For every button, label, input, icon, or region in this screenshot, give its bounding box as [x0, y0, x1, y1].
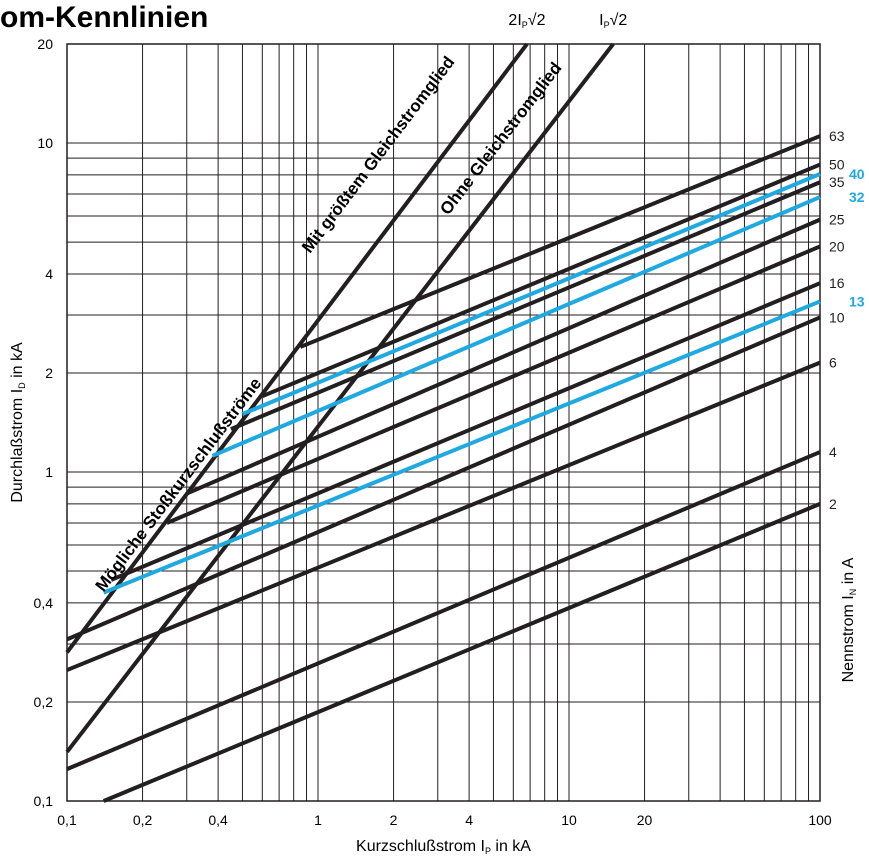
series-label: 13	[849, 293, 865, 309]
y-tick-label: 10	[37, 135, 53, 151]
x-tick-label: 2	[390, 812, 398, 828]
y-tick-label: 0,2	[34, 694, 54, 710]
x-tick-label: 1	[314, 812, 322, 828]
series-label: 4	[829, 444, 837, 460]
x-tick-label: 0,2	[133, 812, 153, 828]
x-axis-title: Kurzschlußstrom IP in kA	[356, 838, 531, 856]
series-line	[67, 452, 820, 769]
y-tick-label: 20	[37, 36, 53, 52]
y-tick-label: 0,1	[34, 793, 54, 809]
y-tick-label: 1	[45, 464, 53, 480]
series-label: 35	[829, 174, 845, 190]
y-tick-label: 2	[45, 365, 53, 381]
series-label: 50	[829, 157, 845, 173]
y-axis-title: Durchlaßstrom ID in kA	[9, 342, 27, 503]
series-line	[213, 197, 820, 456]
series-label: 10	[829, 309, 845, 325]
reference-line-top-label: 2IP√2	[508, 12, 545, 30]
series-label: 40	[849, 166, 865, 182]
series-label: 25	[829, 212, 845, 228]
x-tick-label: 0,4	[208, 812, 228, 828]
series-label: 16	[829, 275, 845, 291]
series-label: 63	[829, 128, 845, 144]
series-label: 2	[829, 496, 837, 512]
right-axis-title: Nennstrom IN in A	[840, 557, 858, 682]
x-tick-label: 4	[465, 812, 473, 828]
reference-line	[67, 44, 527, 652]
x-tick-label: 100	[808, 812, 832, 828]
x-tick-label: 10	[561, 812, 577, 828]
reference-line-top-label: IP√2	[599, 12, 627, 30]
y-tick-label: 4	[45, 266, 53, 282]
series-label: 20	[829, 238, 845, 254]
series-label: 6	[829, 355, 837, 371]
y-tick-label: 0,4	[34, 595, 54, 611]
x-tick-label: 20	[637, 812, 653, 828]
diagonal-line-label: Mit größtem Gleichstromglied	[298, 53, 458, 257]
series-label: 32	[849, 189, 865, 205]
chart-title: om-Kennlinien	[0, 1, 208, 34]
x-tick-label: 0,1	[57, 812, 77, 828]
reference-line	[67, 44, 613, 752]
